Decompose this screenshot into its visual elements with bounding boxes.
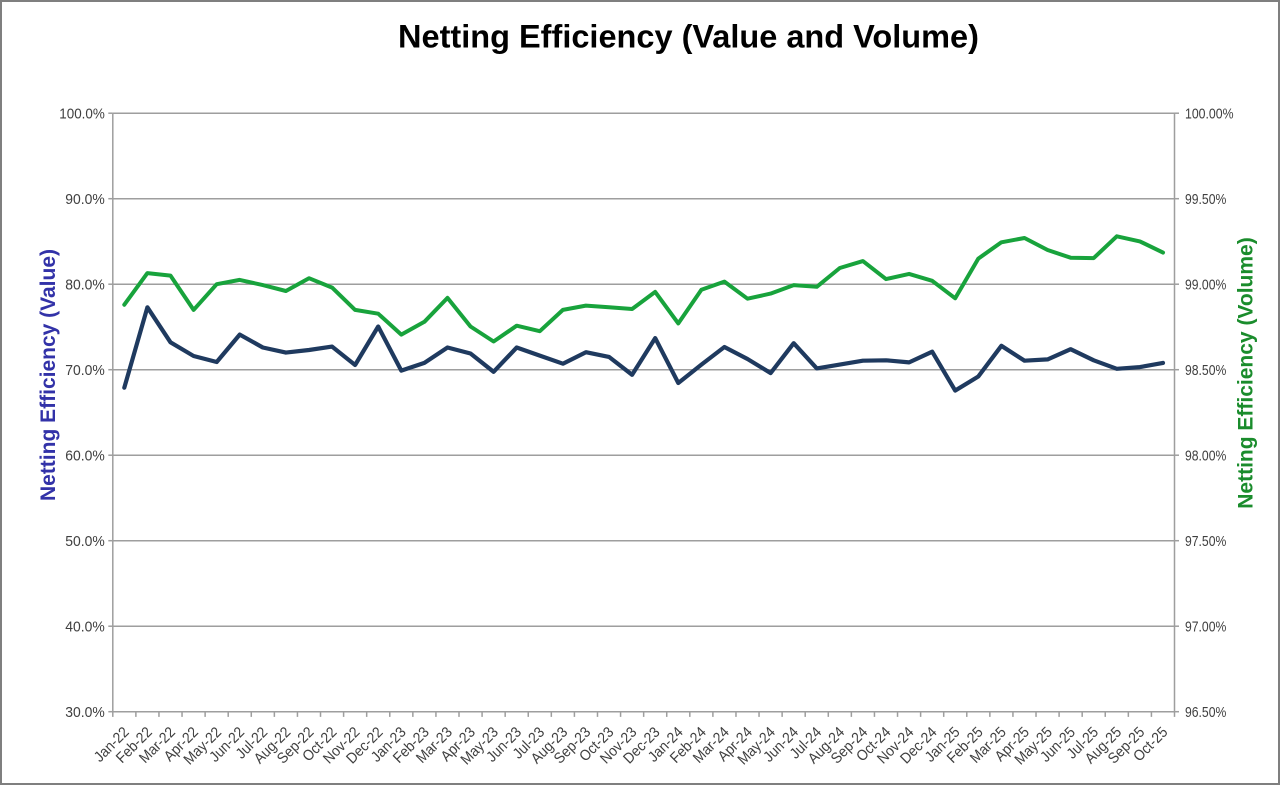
svg-text:96.50%: 96.50% xyxy=(1185,704,1226,721)
svg-text:100.00%: 100.00% xyxy=(1185,106,1234,123)
svg-text:40.0%: 40.0% xyxy=(65,619,105,636)
svg-text:Netting Efficiency (Value): Netting Efficiency (Value) xyxy=(37,249,60,501)
svg-text:80.0%: 80.0% xyxy=(65,277,105,294)
svg-text:Netting Efficiency (Value and: Netting Efficiency (Value and Volume) xyxy=(398,18,979,54)
svg-text:60.0%: 60.0% xyxy=(65,448,105,465)
svg-text:97.00%: 97.00% xyxy=(1185,619,1226,636)
svg-text:50.0%: 50.0% xyxy=(65,533,105,550)
svg-text:30.0%: 30.0% xyxy=(65,704,105,721)
svg-text:98.00%: 98.00% xyxy=(1185,448,1226,465)
svg-text:97.50%: 97.50% xyxy=(1185,533,1226,550)
svg-text:90.0%: 90.0% xyxy=(65,191,105,208)
svg-text:70.0%: 70.0% xyxy=(65,362,105,379)
svg-text:98.50%: 98.50% xyxy=(1185,362,1226,379)
svg-text:99.50%: 99.50% xyxy=(1185,191,1226,208)
svg-text:Netting Efficiency (Volume): Netting Efficiency (Volume) xyxy=(1234,237,1257,508)
svg-text:100.0%: 100.0% xyxy=(59,106,105,123)
svg-text:99.00%: 99.00% xyxy=(1185,277,1226,294)
